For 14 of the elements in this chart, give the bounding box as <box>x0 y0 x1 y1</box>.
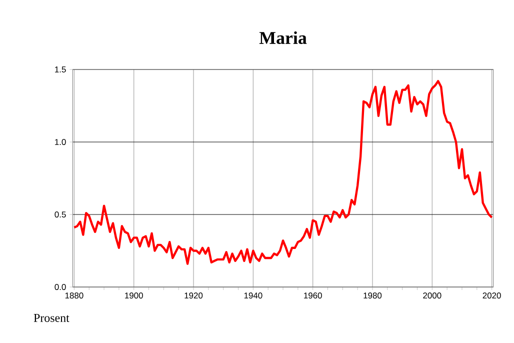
y-tick-label: 0.5 <box>54 212 66 218</box>
y-tick-label: 0.0 <box>54 284 66 290</box>
x-tick-label: 1900 <box>125 292 143 299</box>
chart-title: Maria <box>259 31 307 44</box>
x-tick-label: 1920 <box>184 292 203 299</box>
y-tick-label: 1.5 <box>55 66 66 72</box>
x-tick-label: 2020 <box>482 292 501 299</box>
y-tick-label: 1.0 <box>55 139 66 145</box>
y-axis-title: Prosent <box>34 314 70 322</box>
x-tick-label: 1880 <box>65 292 84 299</box>
x-tick-label: 1980 <box>364 292 382 299</box>
x-tick-label: 1940 <box>244 292 262 299</box>
x-tick-label: 1960 <box>304 292 322 299</box>
x-tick-label: 2000 <box>423 292 442 299</box>
